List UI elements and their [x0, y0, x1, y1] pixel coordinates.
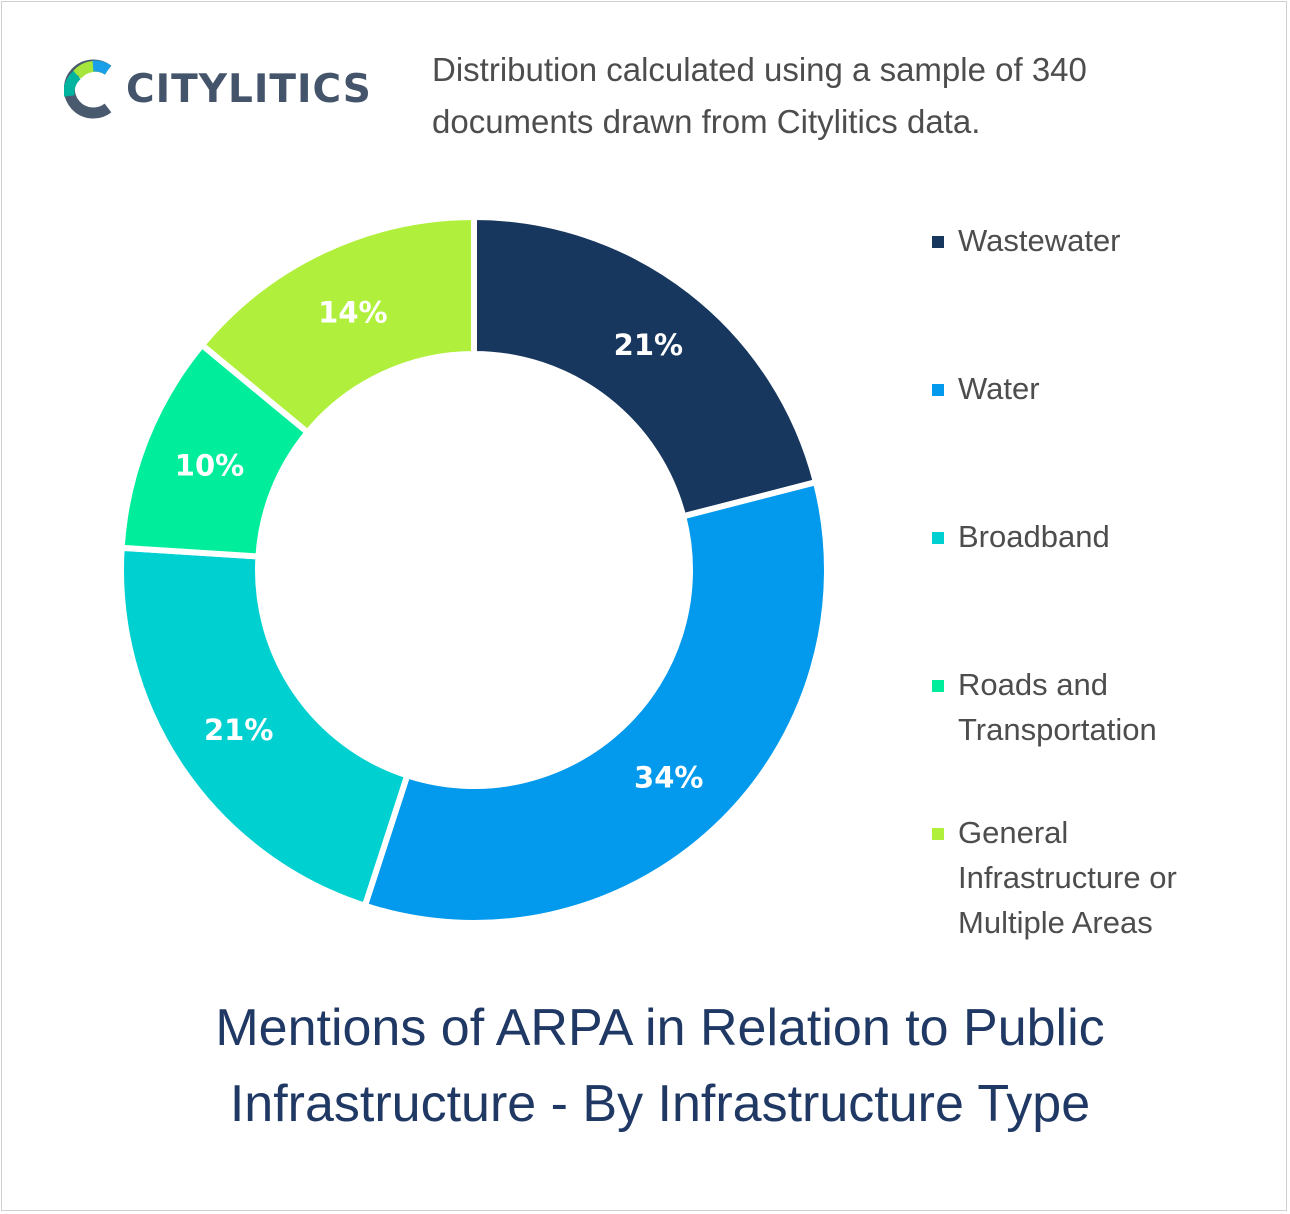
legend-label: Wastewater — [958, 223, 1121, 258]
data-label-roads-and-transportation: 10% — [175, 448, 244, 482]
data-label-broadband: 21% — [204, 713, 273, 747]
donut-slice-wastewater — [471, 213, 820, 520]
title-line-1: Mentions of ARPA in Relation to Public — [215, 999, 1105, 1057]
legend-swatch — [932, 384, 944, 396]
title-line-2: Infrastructure - By Infrastructure Type — [229, 1075, 1091, 1133]
citylitics-logo-icon — [64, 59, 112, 119]
legend-swatch — [932, 532, 944, 544]
legend-swatch — [932, 828, 944, 840]
legend-label: Roads and Transportation — [958, 667, 1157, 747]
legend-item-general-infrastructure-or-multiple-areas: General Infrastructure or Multiple Areas — [932, 810, 1177, 945]
donut-chart: 21% 34% 21% 10% 14% — [118, 213, 830, 926]
legend-swatch — [932, 236, 944, 248]
citylitics-logo: CITYLITICS — [64, 56, 372, 122]
legend-label: Broadband — [958, 519, 1110, 554]
data-label-general-infrastructure-or-multiple-areas: 14% — [318, 296, 387, 330]
donut-slice-general-infrastructure-or-multiple-areas — [197, 213, 477, 437]
logo-wordmark: CITYLITICS — [126, 66, 372, 112]
legend-label: Water — [958, 371, 1040, 406]
legend-item-wastewater: Wastewater — [932, 218, 1121, 263]
subtitle-line-1: Distribution calculated using a sample o… — [432, 51, 1087, 88]
legend-item-water: Water — [932, 366, 1040, 411]
legend-swatch — [932, 680, 944, 692]
donut-slice-broadband — [118, 544, 412, 910]
chart-subtitle: Distribution calculated using a sample o… — [432, 44, 1252, 148]
data-label-water: 34% — [634, 760, 703, 794]
legend-item-broadband: Broadband — [932, 514, 1110, 559]
chart-title: Mentions of ARPA in Relation to Public I… — [40, 990, 1280, 1142]
legend-item-roads-and-transportation: Roads and Transportation — [932, 662, 1157, 752]
data-label-wastewater: 21% — [614, 328, 683, 362]
donut-slice-water — [361, 478, 830, 926]
subtitle-line-2: documents drawn from Citylitics data. — [432, 103, 981, 140]
legend-label: General Infrastructure or Multiple Areas — [958, 815, 1177, 940]
